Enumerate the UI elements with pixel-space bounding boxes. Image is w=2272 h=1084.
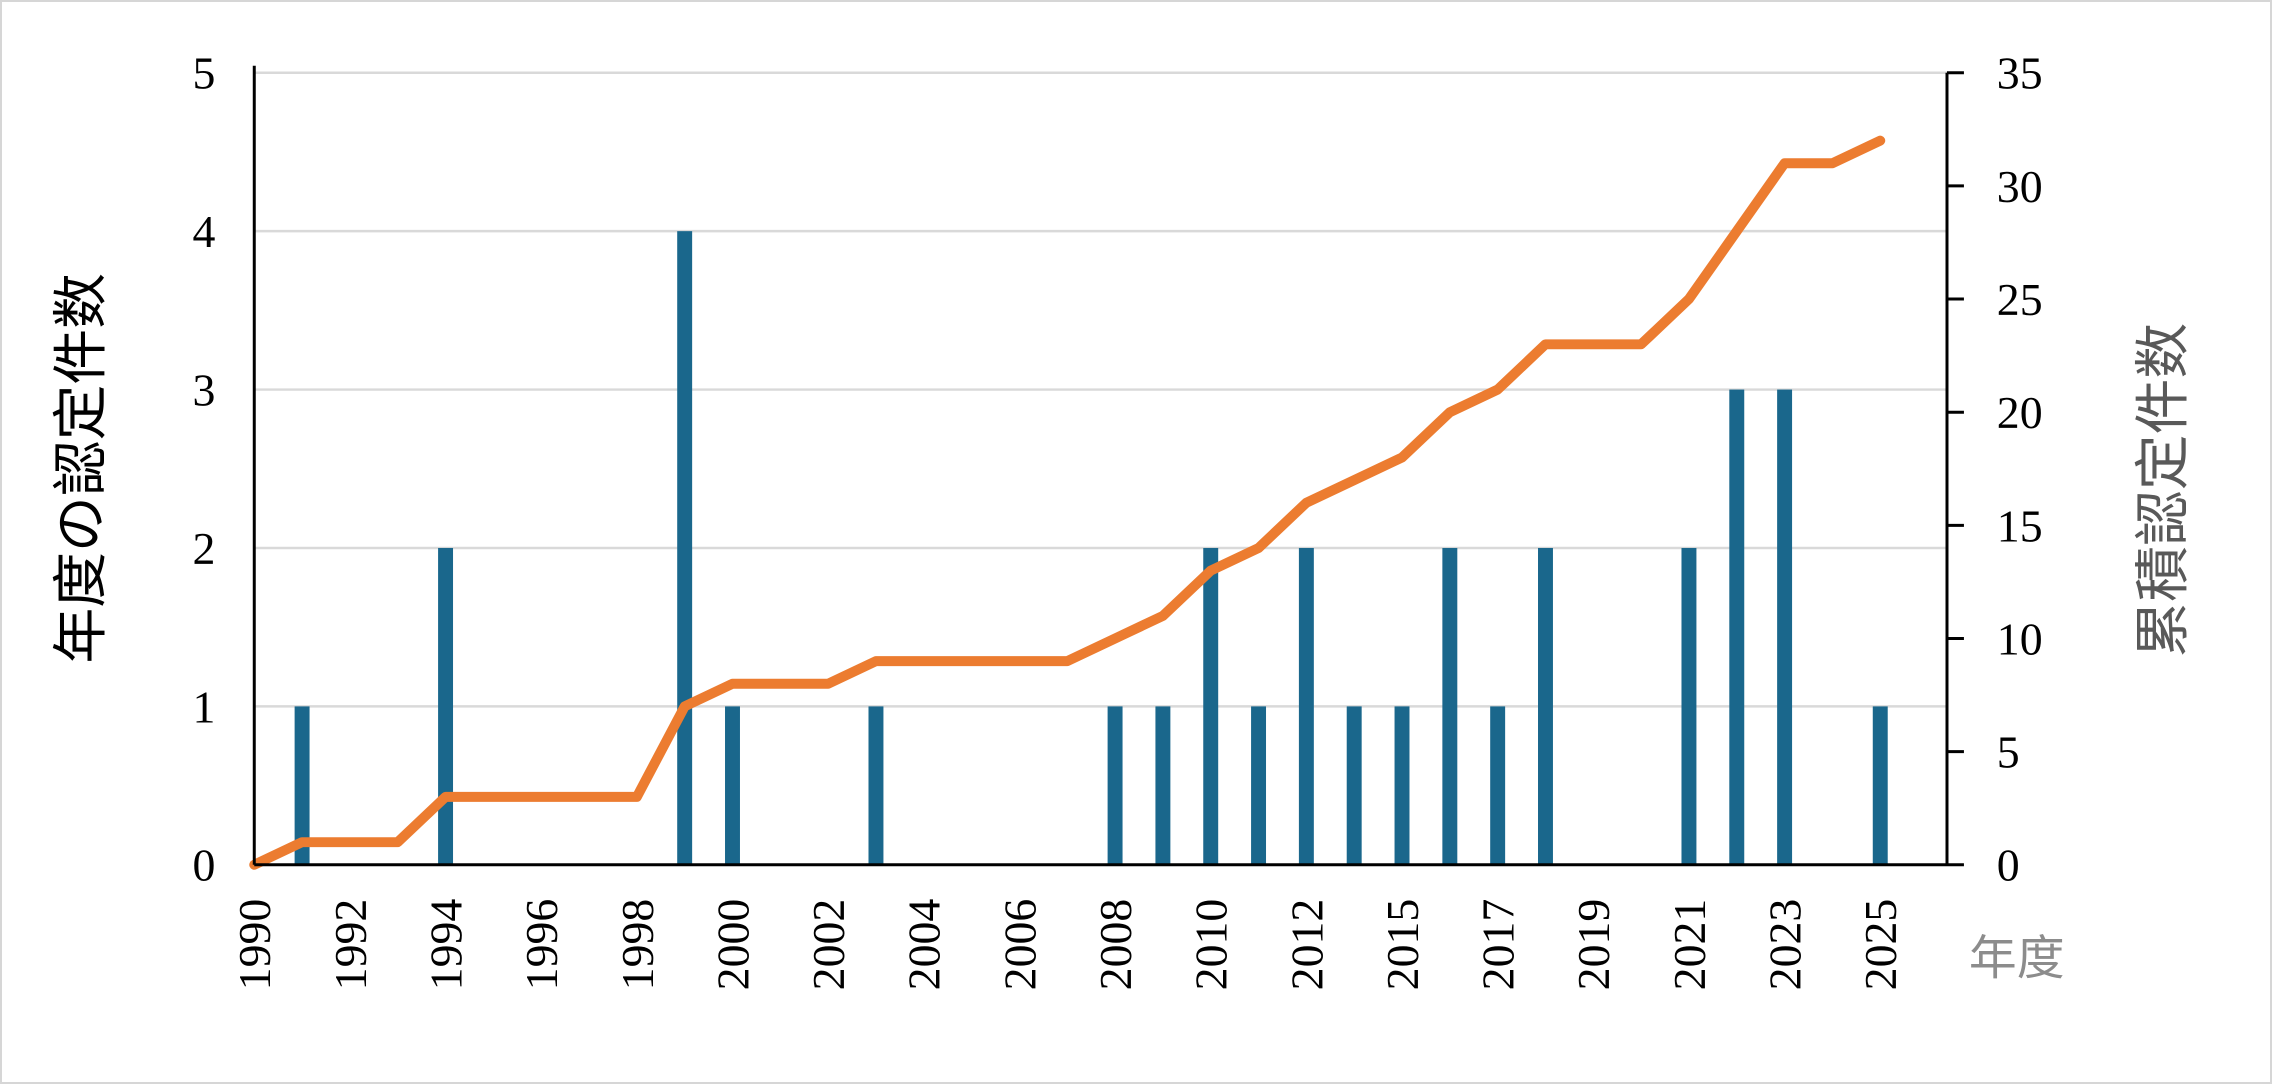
x-axis-tick-label: 1990 (229, 899, 280, 991)
left-axis-tick-label: 2 (192, 523, 215, 574)
line-series-group (249, 135, 1886, 870)
bar-2011 (1251, 706, 1267, 865)
gridlines-group (254, 71, 1947, 708)
x-axis-tick-label: 2004 (899, 899, 950, 991)
cumulative-line (249, 135, 1886, 870)
bar-2013 (1346, 706, 1362, 865)
bar-1991 (294, 706, 310, 865)
bar-2025 (1872, 706, 1888, 865)
left-axis-tick-label: 5 (192, 48, 215, 99)
bar-1999 (677, 231, 693, 865)
bar-2017 (1490, 706, 1506, 865)
bar-2010 (1203, 547, 1219, 865)
left-axis-tick-label: 1 (192, 681, 215, 732)
x-axis-tick-label: 1996 (516, 899, 567, 991)
x-axis-unit-label: 年度 (1969, 932, 2065, 985)
x-axis-tick-label: 2015 (1377, 899, 1428, 991)
left-axis-title: 年度の認定件数 (51, 273, 113, 663)
right-axis-tick-label: 20 (1997, 387, 2043, 438)
axes-group (252, 65, 1964, 867)
bar-2021 (1681, 547, 1697, 865)
bar-2000 (725, 706, 740, 865)
right-axis-tick-label: 25 (1997, 274, 2043, 325)
x-axis-tick-label: 2010 (1186, 899, 1237, 991)
x-axis-tick-label: 2012 (1281, 899, 1332, 991)
bar-2018 (1538, 547, 1553, 865)
right-axis-tick-label: 35 (1997, 48, 2043, 99)
x-axis-tick-label: 2025 (1855, 899, 1906, 991)
bar-2003 (868, 706, 884, 865)
right-axis-tick-label: 15 (1997, 500, 2043, 551)
x-axis-tick-label: 2019 (1568, 899, 1619, 991)
x-axis-tick-label: 2000 (707, 899, 758, 991)
bar-2016 (1442, 547, 1458, 865)
bar-2012 (1298, 547, 1314, 865)
bar-2015 (1394, 706, 1410, 865)
left-axis-tick-label: 3 (192, 365, 215, 416)
right-axis-tick-label: 10 (1997, 613, 2043, 664)
bar-2009 (1155, 706, 1171, 865)
x-axis-tick-label: 2021 (1664, 899, 1715, 991)
bar-2023 (1777, 389, 1793, 865)
right-axis-tick-label: 30 (1997, 161, 2043, 212)
x-axis-tick-label: 1992 (325, 899, 376, 991)
x-axis-tick-label: 1994 (420, 899, 471, 991)
left-axis-tick-label: 0 (192, 840, 215, 891)
x-axis-tick-label: 1998 (612, 899, 663, 991)
right-axis-tick-label: 5 (1997, 727, 2020, 778)
x-axis-tick-label: 2002 (803, 899, 854, 991)
left-axis-tick-label: 4 (192, 206, 215, 257)
bar-1994 (438, 547, 454, 865)
x-axis-tick-label: 2006 (994, 899, 1045, 991)
x-axis-tick-label: 2023 (1760, 899, 1811, 991)
x-axis-tick-label: 2008 (1090, 899, 1141, 991)
right-axis-title: 累積認定件数 (2133, 323, 2195, 658)
bar-2022 (1729, 389, 1745, 865)
bar-series-group (294, 231, 1888, 865)
right-axis-tick-label: 0 (1997, 840, 2020, 891)
x-axis-tick-label: 2017 (1473, 899, 1524, 991)
bar-2008 (1107, 706, 1123, 865)
